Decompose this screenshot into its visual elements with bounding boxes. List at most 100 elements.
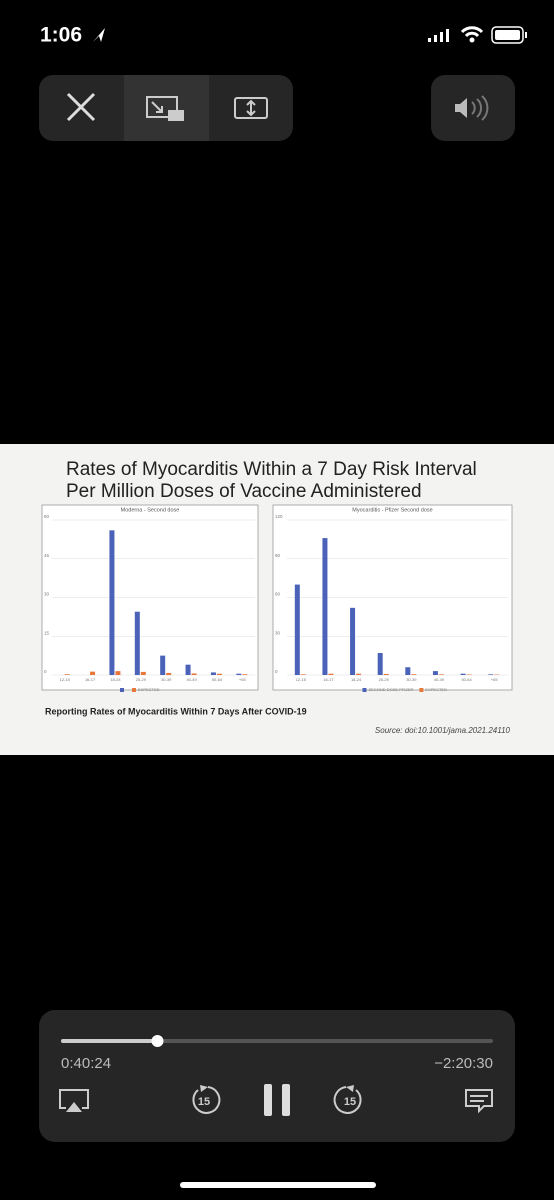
- charts: Moderna - Second dose 0 15 30 45 60 12-15 16-17…: [41, 504, 513, 692]
- aspect-button[interactable]: [234, 97, 268, 119]
- y-tick-label: 0: [44, 669, 47, 674]
- bar: [242, 674, 248, 675]
- bar: [460, 673, 466, 675]
- bar: [90, 671, 96, 675]
- slide-title: Per Million Doses of Vaccine Administere…: [66, 481, 422, 502]
- bar: [383, 673, 389, 675]
- volume-icon: [455, 98, 467, 118]
- x-tick-label: 16-17: [85, 677, 96, 682]
- bar: [115, 671, 121, 675]
- y-tick-label: 120: [275, 514, 283, 519]
- bar: [405, 667, 411, 675]
- x-tick-label: 12-15: [296, 677, 307, 682]
- legend-swatch: [419, 688, 424, 692]
- x-tick-label: 40-49: [186, 677, 197, 682]
- legend-label: SECOND DOSE PFIZER: [369, 687, 414, 692]
- wifi-dot: [469, 37, 475, 43]
- slide-source: Source: doi:10.1001/jama.2021.24110: [375, 726, 511, 735]
- x-tick-label: 16-17: [323, 677, 334, 682]
- bar: [356, 673, 362, 675]
- x-tick-label: 30-39: [161, 677, 172, 682]
- y-tick-label: 45: [44, 553, 50, 558]
- elapsed-time: 0:40:24: [61, 1055, 111, 1072]
- status-time: 1:06: [40, 24, 82, 47]
- bar: [160, 655, 166, 675]
- pause-bar[interactable]: [282, 1084, 290, 1116]
- bar: [488, 674, 494, 675]
- x-tick-label: 12-15: [60, 677, 71, 682]
- y-tick-label: 15: [44, 630, 50, 635]
- chart-title: Moderna - Second dose: [121, 507, 180, 513]
- bar: [134, 611, 140, 675]
- bar: [300, 674, 306, 675]
- progress-track[interactable]: [61, 1039, 493, 1043]
- skip-back-button[interactable]: 15: [192, 1085, 221, 1114]
- y-tick-label: 30: [275, 630, 281, 635]
- bar: [64, 674, 70, 675]
- airplay-button[interactable]: [59, 1089, 89, 1112]
- x-tick-label: 25-29: [379, 677, 390, 682]
- player-controls: [39, 1010, 515, 1142]
- legend-swatch: [132, 688, 136, 692]
- bar: [216, 673, 222, 675]
- x-tick-label: 25-29: [136, 677, 147, 682]
- legend-swatch: [120, 688, 124, 692]
- x-tick-label: +65: [491, 677, 499, 682]
- skip-forward-button[interactable]: 15: [333, 1085, 362, 1114]
- y-tick-label: 30: [44, 592, 50, 597]
- x-tick-label: 18-24: [351, 677, 362, 682]
- pip-button[interactable]: [146, 96, 184, 121]
- skip-forward-label: 15: [344, 1096, 356, 1108]
- progress-fill: [61, 1039, 158, 1043]
- bar: [438, 674, 444, 675]
- bar: [140, 671, 146, 675]
- x-tick-label: 30-39: [406, 677, 417, 682]
- legend-label: EXPECTED: [138, 687, 160, 692]
- bar: [432, 671, 438, 675]
- bar: [191, 673, 197, 675]
- bar: [411, 674, 417, 675]
- volume-button[interactable]: [431, 75, 515, 141]
- x-tick-label: 18-24: [110, 677, 121, 682]
- signal-icon: [428, 29, 449, 42]
- bar: [236, 673, 242, 675]
- y-tick-label: 60: [44, 514, 50, 519]
- slide-caption: Reporting Rates of Myocarditis Within 7 …: [45, 706, 307, 716]
- y-tick-label: 60: [275, 592, 281, 597]
- y-tick-label: 90: [275, 553, 281, 558]
- bar: [466, 674, 472, 675]
- legend-label: EXPECTED: [425, 687, 447, 692]
- bar: [377, 653, 383, 675]
- progress-knob[interactable]: [151, 1035, 164, 1047]
- location-icon: [93, 28, 105, 42]
- chart-title: Myocarditis - Pfizer Second dose: [352, 507, 432, 513]
- bar: [109, 530, 115, 675]
- bar: [294, 584, 300, 675]
- bar: [166, 672, 172, 675]
- battery-tip: [525, 32, 527, 38]
- volume-waves: [471, 95, 489, 121]
- captions-button[interactable]: [465, 1089, 493, 1114]
- bar: [185, 664, 191, 675]
- bar: [350, 607, 356, 675]
- battery: [491, 26, 524, 44]
- battery-level: [495, 30, 520, 40]
- wifi-icon: [460, 26, 484, 38]
- bar: [322, 538, 328, 675]
- pip-highlight: [124, 75, 209, 141]
- bar: [210, 672, 216, 675]
- x-tick-label: 50-64: [461, 677, 472, 682]
- home-indicator: [180, 1182, 376, 1188]
- x-tick-label: +65: [239, 677, 247, 682]
- legend-swatch: [362, 688, 367, 692]
- close-button[interactable]: [66, 92, 96, 122]
- remaining-time: −2:20:30: [434, 1055, 493, 1072]
- x-tick-label: 40-49: [434, 677, 445, 682]
- pause-bar[interactable]: [264, 1084, 272, 1116]
- x-tick-label: 50-64: [212, 677, 223, 682]
- bar: [328, 673, 334, 675]
- skip-back-label: 15: [198, 1096, 210, 1108]
- slide-title: Rates of Myocarditis Within a 7 Day Risk…: [66, 459, 477, 480]
